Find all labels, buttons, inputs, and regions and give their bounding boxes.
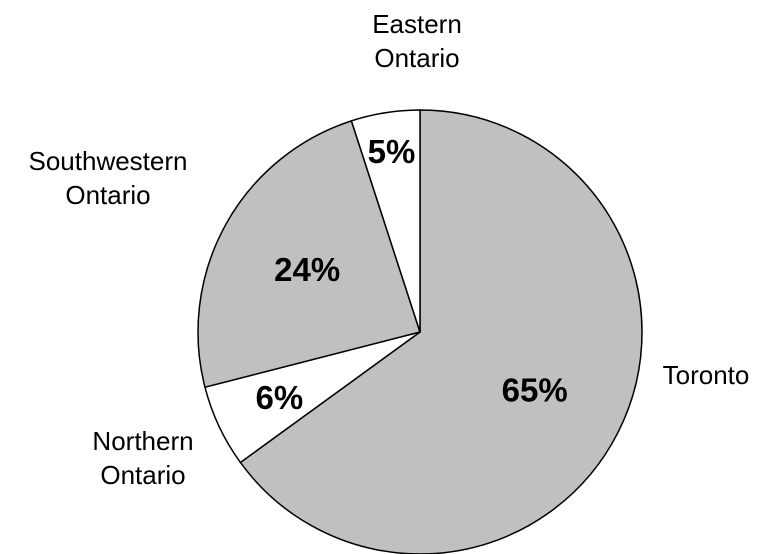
pct-label-southwestern-ontario: 24%	[274, 251, 340, 288]
category-label-line: Ontario	[374, 43, 459, 73]
pie-slice-eastern-ontario	[350, 109, 421, 333]
pct-label-eastern-ontario: 5%	[368, 133, 416, 170]
category-label-line: Eastern	[372, 9, 462, 39]
category-label-northern-ontario: Northern Ontario	[92, 426, 193, 490]
pie-slice-southwestern-ontario	[197, 120, 421, 388]
pie-slice-toronto	[239, 109, 643, 554]
category-label-line: Toronto	[663, 360, 750, 390]
pct-label-northern-ontario: 6%	[256, 379, 304, 416]
category-label-line: Southwestern	[29, 146, 188, 176]
category-label-line: Ontario	[65, 180, 150, 210]
category-label-line: Ontario	[100, 460, 185, 490]
category-label-southwestern-ontario: Southwestern Ontario	[29, 146, 188, 210]
category-label-toronto: Toronto	[663, 360, 750, 390]
category-label-line: Northern	[92, 426, 193, 456]
category-label-eastern-ontario: Eastern Ontario	[372, 9, 462, 73]
percentage-labels: 65% 6% 24% 5%	[256, 133, 568, 416]
pct-label-toronto: 65%	[502, 372, 568, 409]
pie-slices	[197, 109, 643, 554]
category-labels: Toronto Northern Ontario Southwestern Ontari…	[29, 9, 750, 490]
